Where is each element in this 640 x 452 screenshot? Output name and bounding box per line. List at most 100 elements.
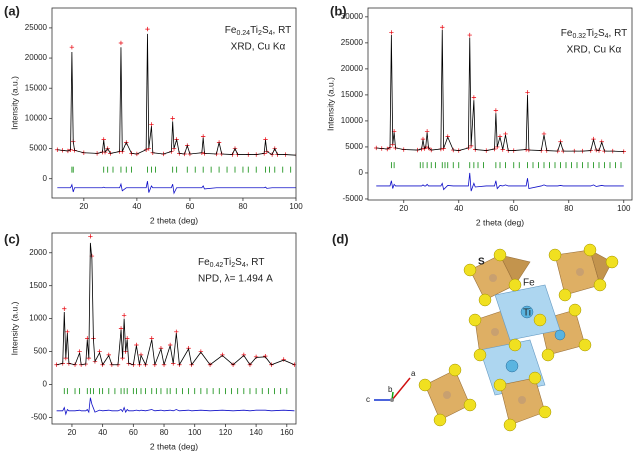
plot-area (374, 25, 626, 192)
observed-point (281, 357, 286, 362)
annotation-part: Fe (198, 257, 210, 268)
annotation-part: S (598, 28, 605, 39)
x-tick-label: 20 (79, 202, 88, 211)
annotation-part: 0.24 (236, 30, 250, 37)
plot-area (54, 234, 296, 416)
x-tick-label: 40 (98, 428, 107, 437)
x-tick-label: 80 (160, 428, 169, 437)
annotation-part: 4 (242, 262, 246, 269)
observed-point (253, 354, 259, 360)
x-tick-label: 100 (617, 204, 631, 213)
observed-point (145, 26, 150, 32)
observed-point (170, 116, 175, 121)
x-tick-label: 120 (219, 428, 233, 437)
observed-point (467, 32, 472, 38)
annotation-part: , RT (246, 257, 265, 268)
annotation: Fe0.24Ti2S4, RT (225, 25, 291, 37)
x-tick-label: 20 (67, 428, 76, 437)
y-tick-label: -500 (31, 413, 48, 422)
x-axis-title: 2 theta (deg) (476, 217, 524, 227)
x-tick-label: 20 (399, 204, 408, 213)
observed-point (389, 30, 394, 35)
annotation-part: Ti (586, 28, 594, 39)
observed-point (118, 40, 124, 46)
plot-area (55, 26, 296, 195)
y-tick-label: 30000 (341, 12, 364, 21)
atom-label: S (478, 257, 485, 268)
y-tick-label: 10000 (341, 116, 364, 125)
axis-label: c (366, 395, 370, 404)
annotation-part: 2 (594, 33, 598, 40)
difference-line (57, 181, 296, 195)
y-tick-label: 2000 (29, 248, 47, 257)
x-tick-label: 140 (249, 428, 263, 437)
y-tick-label: 5000 (345, 142, 363, 151)
annotation-part: S (262, 25, 269, 36)
calculated-line (56, 242, 295, 366)
y-tick-label: 20000 (341, 64, 364, 73)
x-tick-label: 60 (185, 202, 194, 211)
observed-point (471, 95, 477, 100)
annotation: XRD, Cu Kα (567, 45, 622, 56)
x-tick-label: 80 (564, 204, 573, 213)
annotation-part: Ti (250, 25, 258, 36)
panel-label: (d) (332, 231, 349, 246)
annotation: Fe0.32Ti2S4, RT (561, 28, 627, 40)
y-tick-label: 0 (43, 380, 48, 389)
panel-label: (a) (4, 3, 20, 18)
x-tick-label: 60 (129, 428, 138, 437)
observed-point (440, 25, 445, 30)
annotation-part: Ti (223, 257, 231, 268)
y-tick-label: 20000 (25, 53, 48, 62)
x-tick-label: 80 (239, 202, 248, 211)
difference-line (376, 172, 624, 192)
y-tick-label: 5000 (29, 144, 47, 153)
difference-line (56, 397, 295, 416)
x-axis-title: 2 theta (deg) (150, 215, 198, 225)
atom-label: Ti (523, 308, 531, 319)
observed-point (62, 306, 67, 311)
plot-frame (51, 7, 297, 199)
y-tick-label: 25000 (25, 23, 48, 32)
y-tick-label: 0 (359, 168, 364, 177)
annotation-part: 2 (231, 262, 235, 269)
annotation-part: 0.42 (210, 262, 224, 269)
x-tick-label: 100 (188, 428, 202, 437)
annotation-part: 2 (258, 30, 262, 37)
y-tick-label: -5000 (343, 194, 364, 203)
observed-point (263, 353, 268, 359)
crystal-structure: (d) S Fe Ti (332, 231, 619, 432)
annotation-part: Fe (225, 25, 237, 36)
y-tick-label: 0 (43, 174, 48, 183)
panel-label: (c) (4, 231, 20, 246)
annotation: NPD, λ= 1.494 A (198, 274, 273, 285)
annotation-part: 0.32 (572, 33, 586, 40)
plot-frame (51, 232, 297, 425)
panel-label: (b) (330, 3, 347, 18)
annotation: XRD, Cu Kα (231, 42, 286, 53)
atom-label: Fe (523, 278, 535, 289)
annotation-part: , RT (609, 28, 628, 39)
y-tick-label: 15000 (25, 83, 48, 92)
observed-point (121, 313, 127, 318)
annotation-part: 4 (269, 30, 273, 37)
y-tick-label: 1000 (29, 314, 47, 323)
calculated-line (376, 29, 624, 153)
annotation-part: 4 (605, 33, 609, 40)
plot-frame (367, 7, 633, 201)
observed-point (149, 122, 154, 127)
axis-label: a (411, 369, 416, 378)
calculated-line (57, 33, 296, 156)
observed-point (220, 352, 225, 358)
y-axis-title: Intensity (a.u.) (9, 301, 19, 355)
x-tick-label: 100 (289, 202, 303, 211)
x-tick-label: 40 (132, 202, 141, 211)
annotation: Fe0.42Ti2S4, RT (198, 257, 264, 269)
x-tick-label: 160 (280, 428, 294, 437)
y-tick-label: 1500 (29, 281, 47, 290)
annotation-part: S (235, 257, 242, 268)
observed-point (241, 352, 247, 358)
annotation-part: , RT (273, 25, 292, 36)
y-tick-label: 10000 (25, 113, 48, 122)
